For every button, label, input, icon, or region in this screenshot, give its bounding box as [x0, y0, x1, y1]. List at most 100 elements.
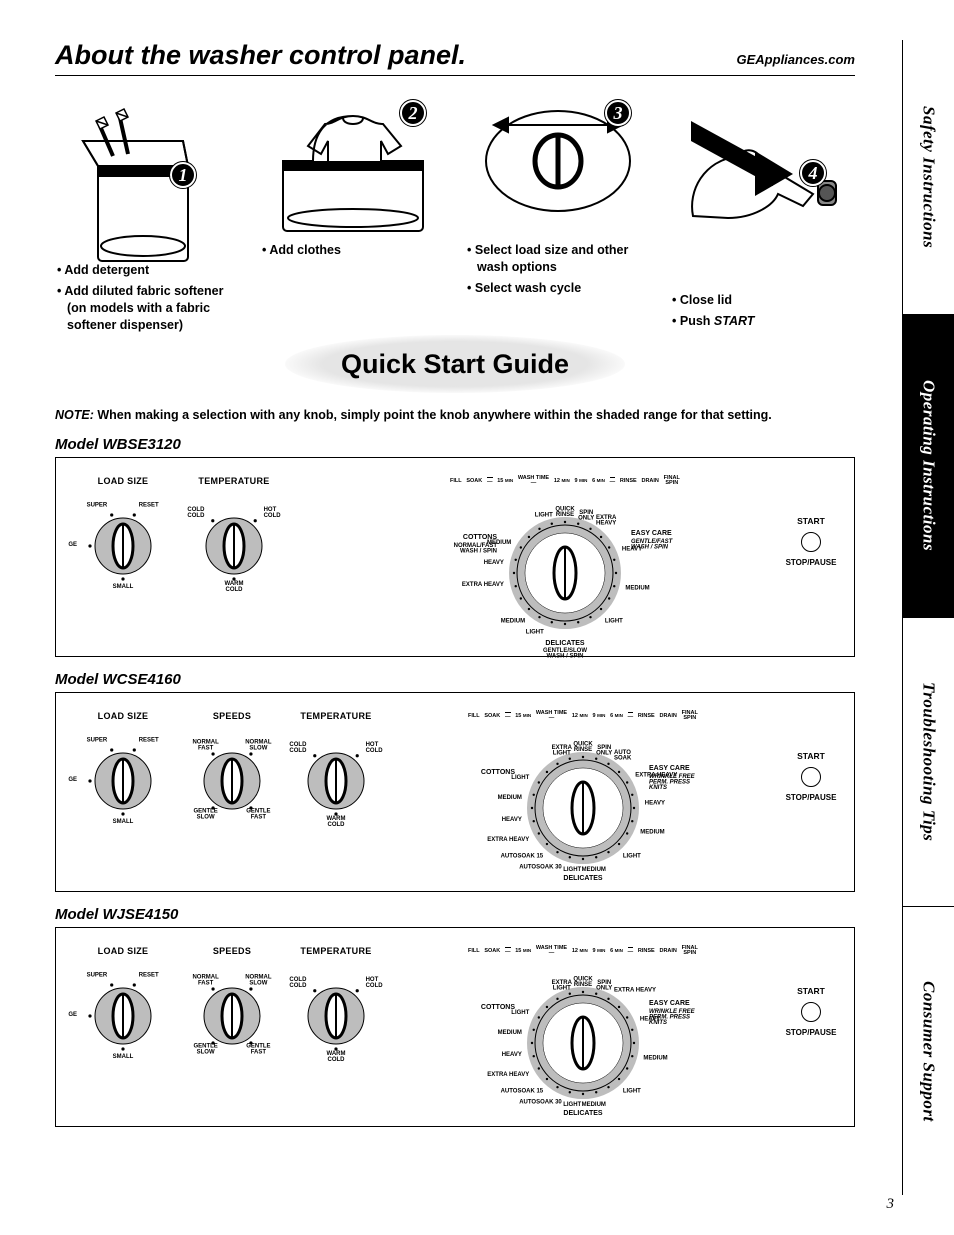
- step-2-illustration: 2: [260, 96, 445, 236]
- tab-consumer-support[interactable]: Consumer Support: [903, 906, 954, 1195]
- model-block-1: Model WCSE4160 LOAD SIZE SUPERRESETLARGE…: [55, 671, 855, 892]
- start-button[interactable]: [801, 767, 821, 787]
- svg-text:LIGHT: LIGHT: [511, 775, 529, 781]
- svg-text:SMALL: SMALL: [113, 1054, 134, 1060]
- svg-text:MEDIUM: MEDIUM: [498, 1030, 522, 1036]
- model-label: Model WJSE4150: [55, 906, 855, 923]
- step-3-illustration: 3: [465, 96, 650, 236]
- temperature-knob: TEMPERATURE COLDCOLDHOTCOLDWARMCOLD: [286, 711, 386, 841]
- svg-text:DELICATES: DELICATES: [563, 1110, 602, 1117]
- svg-text:AUTOSOAK 30: AUTOSOAK 30: [519, 1099, 562, 1105]
- svg-text:MEDIUM: MEDIUM: [487, 540, 511, 546]
- tab-operating-instructions[interactable]: Operating Instructions: [903, 314, 954, 617]
- svg-text:RESET: RESET: [139, 972, 159, 978]
- svg-text:COLDCOLD: COLDCOLD: [187, 506, 205, 518]
- stop-pause-label: STOP/PAUSE: [786, 1028, 837, 1037]
- step-4: 4Close lidPush START: [670, 96, 855, 338]
- svg-text:HEAVY: HEAVY: [502, 1051, 522, 1057]
- start-label: START: [797, 516, 825, 526]
- start-button[interactable]: [801, 532, 821, 552]
- svg-text:MEDIUM: MEDIUM: [640, 829, 664, 835]
- tab-troubleshooting-tips[interactable]: Troubleshooting Tips: [903, 617, 954, 906]
- step-4-illustration: 4: [670, 96, 855, 236]
- step-4-badge: 4: [800, 160, 826, 186]
- step-1-bullet: Add diluted fabric softener (on models w…: [55, 283, 240, 334]
- svg-text:MEDIUM: MEDIUM: [643, 1055, 667, 1061]
- quick-start-steps: 1Add detergentAdd diluted fabric softene…: [55, 96, 855, 338]
- cycle-knob: FILLSOAK—15 MINWASH TIME—12 MIN9 MIN6 MI…: [356, 476, 774, 663]
- temperature-title: TEMPERATURE: [300, 946, 371, 956]
- note-lead: NOTE:: [55, 408, 94, 422]
- svg-text:EXTRA HEAVY: EXTRA HEAVY: [462, 581, 504, 587]
- speeds-knob: SPEEDS NORMALFASTNORMALSLOWGENTLESLOWGEN…: [184, 711, 280, 841]
- speeds-knob: SPEEDS NORMALFASTNORMALSLOWGENTLESLOWGEN…: [184, 946, 280, 1076]
- svg-text:NORMALFAST: NORMALFAST: [192, 974, 219, 986]
- svg-text:AUTOSOAK: AUTOSOAK: [614, 749, 632, 761]
- svg-text:SUPER: SUPER: [87, 502, 108, 508]
- svg-text:MEDIUM: MEDIUM: [582, 1102, 606, 1108]
- svg-text:WARMCOLD: WARMCOLD: [327, 816, 346, 828]
- svg-text:LIGHT: LIGHT: [535, 512, 553, 518]
- svg-text:NORMALSLOW: NORMALSLOW: [245, 739, 272, 751]
- step-3-bullet: Select wash cycle: [465, 280, 650, 297]
- svg-text:GENTLE/SLOWWASH / SPIN: GENTLE/SLOWWASH / SPIN: [543, 648, 587, 660]
- svg-text:MEDIUM: MEDIUM: [498, 795, 522, 801]
- svg-text:LIGHT: LIGHT: [563, 1102, 581, 1108]
- step-1-badge: 1: [170, 162, 196, 188]
- step-1: 1Add detergentAdd diluted fabric softene…: [55, 96, 240, 338]
- svg-text:HOTCOLD: HOTCOLD: [264, 506, 282, 518]
- load-size-knob: LOAD SIZE SUPERRESETLARGESMALL: [68, 476, 178, 606]
- svg-text:MEDIUM: MEDIUM: [625, 585, 649, 591]
- stop-pause-label: STOP/PAUSE: [786, 558, 837, 567]
- svg-text:QUICKRINSE: QUICKRINSE: [573, 741, 593, 753]
- svg-text:EASY CARE: EASY CARE: [631, 530, 672, 537]
- load-size-title: LOAD SIZE: [98, 476, 149, 486]
- svg-text:WARMCOLD: WARMCOLD: [327, 1051, 346, 1063]
- note-body: When making a selection with any knob, s…: [97, 408, 771, 422]
- header: About the washer control panel. GEApplia…: [55, 40, 855, 76]
- svg-text:EXTRA HEAVY: EXTRA HEAVY: [487, 837, 529, 843]
- start-label: START: [797, 986, 825, 996]
- svg-text:HEAVY: HEAVY: [502, 816, 522, 822]
- load-size-title: LOAD SIZE: [98, 946, 149, 956]
- svg-text:LARGE: LARGE: [68, 542, 77, 548]
- svg-text:SUPER: SUPER: [87, 972, 108, 978]
- load-size-knob: LOAD SIZE SUPERRESETLARGESMALL: [68, 711, 178, 841]
- model-label: Model WBSE3120: [55, 436, 855, 453]
- svg-text:LIGHT: LIGHT: [623, 853, 641, 859]
- svg-text:EXTRAHEAVY: EXTRAHEAVY: [596, 514, 617, 526]
- svg-text:NORMALFAST: NORMALFAST: [192, 739, 219, 751]
- svg-text:COTTONS: COTTONS: [481, 1004, 515, 1011]
- step-1-illustration: 1: [55, 96, 240, 236]
- temperature-knob: TEMPERATURE COLDCOLDHOTCOLDWARMCOLD: [286, 946, 386, 1076]
- svg-text:COTTONS: COTTONS: [481, 769, 515, 776]
- page-title: About the washer control panel.: [55, 40, 466, 71]
- svg-text:HEAVY: HEAVY: [484, 560, 504, 566]
- step-4-bullet: Push START: [670, 313, 855, 330]
- step-2-badge: 2: [400, 100, 426, 126]
- model-block-0: Model WBSE3120 LOAD SIZE SUPER RESET LARGE…: [55, 436, 855, 657]
- stop-pause-label: STOP/PAUSE: [786, 793, 837, 802]
- control-panel-0: LOAD SIZE SUPERRESETLARGESMALL TEMPERATU…: [55, 457, 855, 657]
- start-button[interactable]: [801, 1002, 821, 1022]
- start-control: START STOP/PAUSE: [780, 751, 842, 802]
- load-size-knob: LOAD SIZE SUPERRESETLARGESMALL: [68, 946, 178, 1076]
- side-tabs: Safety InstructionsOperating Instruction…: [902, 40, 954, 1195]
- temperature-title: TEMPERATURE: [198, 476, 269, 486]
- svg-text:QUICKRINSE: QUICKRINSE: [573, 976, 593, 988]
- tab-safety-instructions[interactable]: Safety Instructions: [903, 40, 954, 314]
- svg-text:SPINONLY: SPINONLY: [596, 980, 612, 992]
- start-label: START: [797, 751, 825, 761]
- svg-text:EXTRA HEAVY: EXTRA HEAVY: [614, 987, 656, 993]
- quick-start-guide-label: Quick Start Guide: [341, 349, 569, 380]
- step-3-bullet: Select load size and other wash options: [465, 242, 650, 276]
- svg-text:HEAVY: HEAVY: [640, 1016, 660, 1022]
- svg-text:HEAVY: HEAVY: [645, 800, 665, 806]
- quick-start-guide-badge: Quick Start Guide: [285, 335, 625, 393]
- model-block-2: Model WJSE4150 LOAD SIZE SUPERRESETLARGE…: [55, 906, 855, 1127]
- wash-timeline: FILLSOAK—15 MINWASH TIME—12 MIN9 MIN6 MI…: [450, 476, 680, 487]
- svg-text:SUPER: SUPER: [87, 737, 108, 743]
- svg-text:HOTCOLD: HOTCOLD: [366, 976, 384, 988]
- svg-text:QUICKRINSE: QUICKRINSE: [555, 506, 575, 518]
- svg-text:RESET: RESET: [139, 502, 159, 508]
